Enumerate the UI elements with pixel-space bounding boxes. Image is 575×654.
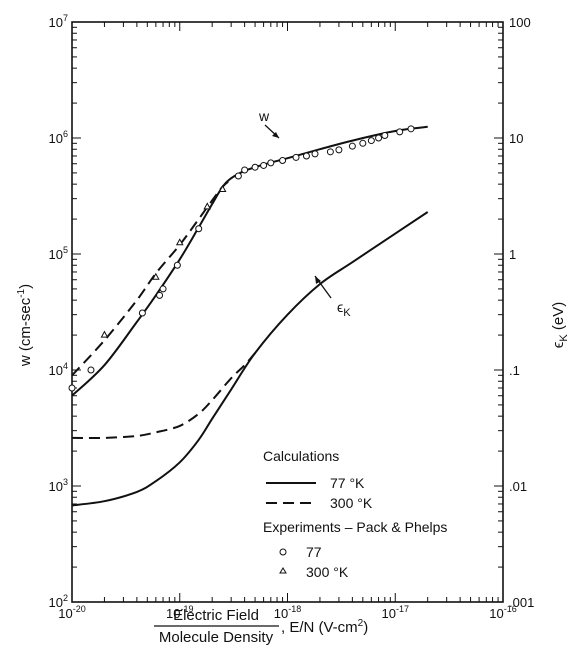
x-tick-label: 10-20 bbox=[58, 604, 85, 621]
x-tick-label: 10-19 bbox=[166, 604, 193, 621]
legend-exp-300-label: 300 °K bbox=[306, 564, 349, 580]
curve-label-w: w bbox=[258, 108, 270, 124]
data-point-exp-77 bbox=[87, 366, 95, 374]
legend: Calculations 77 °K 300 °K Experiments – … bbox=[263, 448, 447, 580]
y-left-tick-label: 104 bbox=[49, 361, 68, 378]
x-axis-title-denominator: Molecule Density bbox=[159, 629, 274, 646]
data-point-exp-300 bbox=[152, 272, 160, 280]
y-right-tick-label: 10 bbox=[509, 131, 523, 146]
data-point-exp-77 bbox=[234, 172, 242, 180]
y-right-tick-label: 100 bbox=[509, 15, 531, 30]
y-right-tick-label: .001 bbox=[509, 595, 534, 610]
y-left-tick-label: 103 bbox=[49, 477, 68, 494]
x-axis-title-numerator: Electric Field bbox=[173, 607, 259, 624]
data-point-exp-77 bbox=[251, 163, 259, 171]
y-left-tick-label: 105 bbox=[49, 245, 68, 262]
data-point-exp-77 bbox=[173, 261, 181, 269]
data-point-exp-300 bbox=[100, 330, 109, 338]
legend-exp-77-label: 77 bbox=[306, 544, 322, 560]
x-axis-title-suffix: , E/N (V-cm2) bbox=[281, 618, 368, 636]
legend-exp-300-marker bbox=[279, 567, 287, 574]
curve-label-epsilon: ϵK bbox=[337, 299, 351, 319]
data-point-exp-300 bbox=[218, 184, 227, 192]
data-point-exp-77 bbox=[326, 148, 334, 156]
y-left-tick-label: 107 bbox=[49, 13, 68, 30]
legend-exp-77-marker bbox=[279, 548, 287, 556]
markers-layer bbox=[68, 125, 415, 392]
axis-ticks: 10-20 10-19 10-18 10-17 10-16 102 .001 103 .01 10… bbox=[49, 13, 535, 621]
data-point-exp-300 bbox=[203, 202, 212, 210]
data-point-exp-77 bbox=[159, 285, 167, 293]
y-axis-left-title: w (cm-sec-1) bbox=[16, 284, 34, 367]
legend-calc-77-label: 77 °K bbox=[330, 475, 365, 491]
data-point-exp-77 bbox=[138, 309, 146, 317]
legend-calculations-title: Calculations bbox=[263, 448, 339, 464]
data-point-exp-77 bbox=[279, 156, 287, 164]
curve-label-w-arrowhead bbox=[272, 132, 279, 138]
plot-border bbox=[71, 21, 504, 603]
y-axis-right-title: ϵK (eV) bbox=[550, 302, 570, 349]
x-axis-title: Electric Field Molecule Density , E/N (V… bbox=[154, 607, 368, 646]
data-point-exp-77 bbox=[195, 225, 203, 233]
data-point-exp-77 bbox=[311, 150, 319, 158]
data-point-exp-77 bbox=[348, 142, 356, 150]
y-right-tick-label: .01 bbox=[509, 479, 527, 494]
data-point-exp-77 bbox=[359, 139, 367, 147]
series-line-w-77-k bbox=[71, 125, 428, 397]
data-point-exp-77 bbox=[260, 161, 268, 169]
data-point-exp-77 bbox=[381, 132, 389, 140]
legend-experiments-title: Experiments – Pack & Phelps bbox=[263, 519, 447, 535]
plot-frame bbox=[71, 21, 504, 603]
series-line--k-300-k bbox=[71, 352, 256, 440]
y-left-tick-label: 102 bbox=[49, 593, 68, 610]
data-point-exp-77 bbox=[407, 125, 415, 133]
data-point-exp-77 bbox=[335, 146, 343, 154]
data-point-exp-300 bbox=[175, 238, 184, 246]
legend-calc-300-label: 300 °K bbox=[330, 495, 373, 511]
y-right-tick-label: .1 bbox=[509, 363, 520, 378]
x-tick-label: 10-16 bbox=[489, 604, 516, 621]
y-right-tick-label: 1 bbox=[509, 247, 516, 262]
x-tick-label: 10-18 bbox=[274, 604, 301, 621]
data-point-exp-77 bbox=[267, 159, 275, 167]
data-point-exp-77 bbox=[156, 291, 164, 299]
data-point-exp-77 bbox=[302, 152, 310, 160]
data-point-exp-77 bbox=[68, 384, 76, 392]
series-layer bbox=[71, 125, 429, 507]
curve-label-epsilon-arrowhead bbox=[315, 276, 321, 284]
x-tick-label: 10-17 bbox=[382, 604, 409, 621]
data-point-exp-77 bbox=[367, 137, 375, 145]
series-line--k-77-k bbox=[71, 211, 429, 507]
data-point-exp-77 bbox=[241, 166, 249, 174]
data-point-exp-77 bbox=[375, 134, 383, 142]
y-left-tick-label: 106 bbox=[49, 129, 68, 146]
data-point-exp-77 bbox=[292, 153, 300, 161]
data-point-exp-77 bbox=[396, 128, 404, 136]
